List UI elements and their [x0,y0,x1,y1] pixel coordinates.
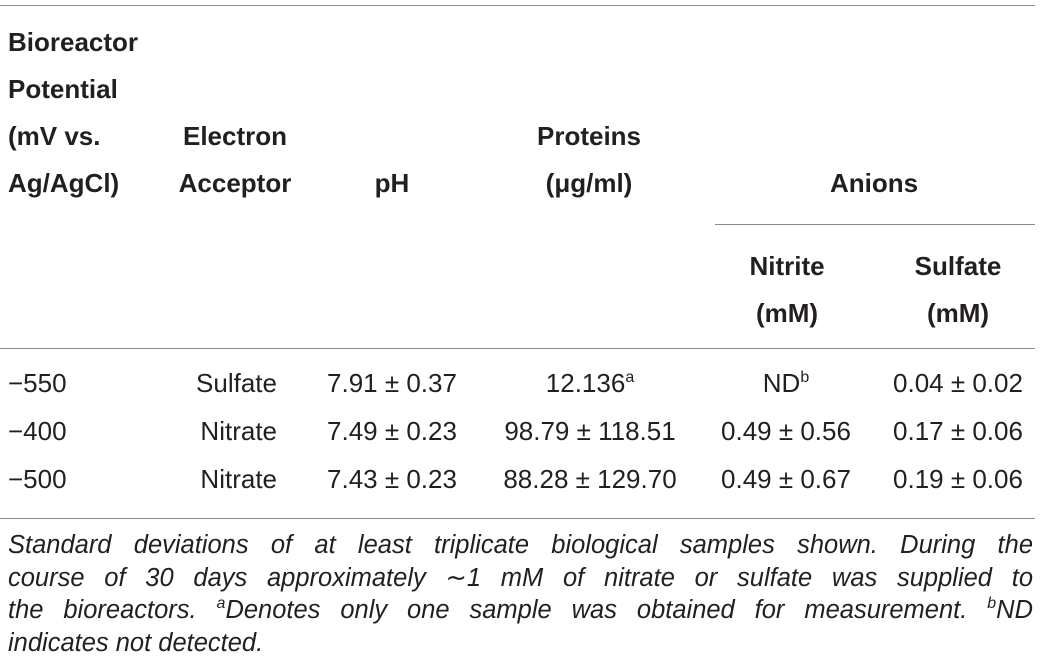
superscript: b [800,369,810,386]
footnote-text: Denotes only one sample was obtained for… [225,596,988,624]
header-cell: Nitrite [749,251,825,281]
header-cell: Anions [829,168,919,198]
footnote-line: Standard deviations of at least triplica… [8,530,1033,560]
table-cell-text: 12.136 [545,368,626,398]
footnote-line: indicates not detected. [8,628,1033,658]
footnote-text: course of 30 days approximately ∼1 mM of… [8,563,1033,592]
table-cell: −550 [8,368,67,398]
table-cell: 7.49 ± 0.23 [327,416,457,446]
superscript: a [625,369,635,386]
header-cell: Sulfate [914,251,1002,281]
footnote-text: ND [996,596,1033,624]
anions-rule [715,224,1035,225]
header-rule [0,348,1035,349]
header-cell: (mM) [755,298,819,328]
table-cell: Nitrate [200,416,277,446]
top-rule [0,5,1035,6]
header-cell: (mV vs. [8,121,101,151]
table-cell: 0.49 ± 0.67 [721,464,851,494]
table-cell: −400 [8,416,67,446]
superscript: a [216,595,226,612]
table-cell: 7.43 ± 0.23 [327,464,457,494]
bottom-rule [0,518,1035,519]
table-cell: −500 [8,464,67,494]
footnote-line: course of 30 days approximately ∼1 mM of… [8,563,1033,593]
header-cell: Acceptor [178,168,292,198]
header-cell: Potential [8,74,118,104]
header-cell: Bioreactor [8,27,139,57]
table-cell: Nitrate [200,464,277,494]
table-cell: 98.79 ± 118.51 [504,416,676,446]
footnote-text: Standard deviations of at least triplica… [8,531,1033,559]
table-cell: NDb [763,368,809,398]
table-cell: Sulfate [196,368,277,398]
table-cell-text: ND [762,368,801,398]
header-cell: (mM) [926,298,990,328]
table-cell: 12.136a [546,368,634,398]
header-cell: Electron [182,121,288,151]
footnote-text: indicates not detected. [8,628,264,657]
header-cell: Proteins [536,121,642,151]
footnote-line: the bioreactors. aDenotes only one sampl… [8,595,1033,625]
table-cell: 0.17 ± 0.06 [893,416,1023,446]
superscript: b [987,595,997,612]
table-cell: 0.19 ± 0.06 [893,464,1023,494]
header-cell: pH [374,168,410,198]
table-cell: 0.04 ± 0.02 [893,368,1023,398]
table-cell: 0.49 ± 0.56 [721,416,851,446]
table-cell: 7.91 ± 0.37 [327,368,457,398]
table-cell: 88.28 ± 129.70 [503,464,677,494]
footnote-text: the bioreactors. [8,596,217,624]
header-cell: Ag/AgCl) [8,168,120,198]
header-cell: (μg/ml) [545,168,633,198]
